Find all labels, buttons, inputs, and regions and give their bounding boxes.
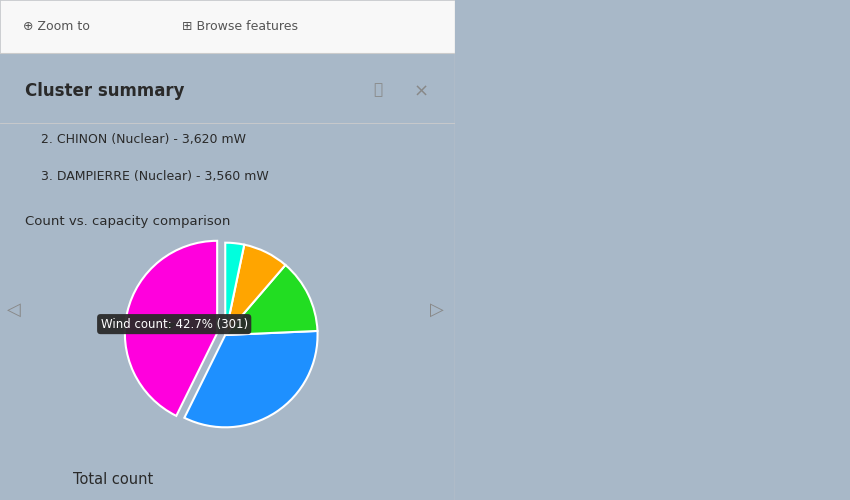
- Wedge shape: [225, 265, 317, 335]
- Text: 2. CHINON (Nuclear) - 3,620 mW: 2. CHINON (Nuclear) - 3,620 mW: [41, 132, 246, 145]
- Wedge shape: [184, 331, 318, 428]
- Text: ⊕ Zoom to: ⊕ Zoom to: [23, 20, 89, 33]
- Text: ×: ×: [414, 82, 429, 100]
- Text: 3. DAMPIERRE (Nuclear) - 3,560 mW: 3. DAMPIERRE (Nuclear) - 3,560 mW: [41, 170, 269, 183]
- Text: Cluster summary: Cluster summary: [25, 82, 184, 100]
- FancyBboxPatch shape: [0, 0, 455, 52]
- Wedge shape: [225, 242, 244, 335]
- Wedge shape: [225, 244, 286, 335]
- Text: Wind count: 42.7% (301): Wind count: 42.7% (301): [100, 318, 247, 330]
- Text: Total count: Total count: [73, 472, 153, 488]
- Text: Count vs. capacity comparison: Count vs. capacity comparison: [25, 215, 230, 228]
- Text: ▷: ▷: [430, 301, 444, 319]
- Text: ◁: ◁: [7, 301, 20, 319]
- Wedge shape: [125, 241, 217, 416]
- Text: ⧉: ⧉: [373, 82, 382, 98]
- Text: ⊞ Browse features: ⊞ Browse features: [182, 20, 298, 33]
